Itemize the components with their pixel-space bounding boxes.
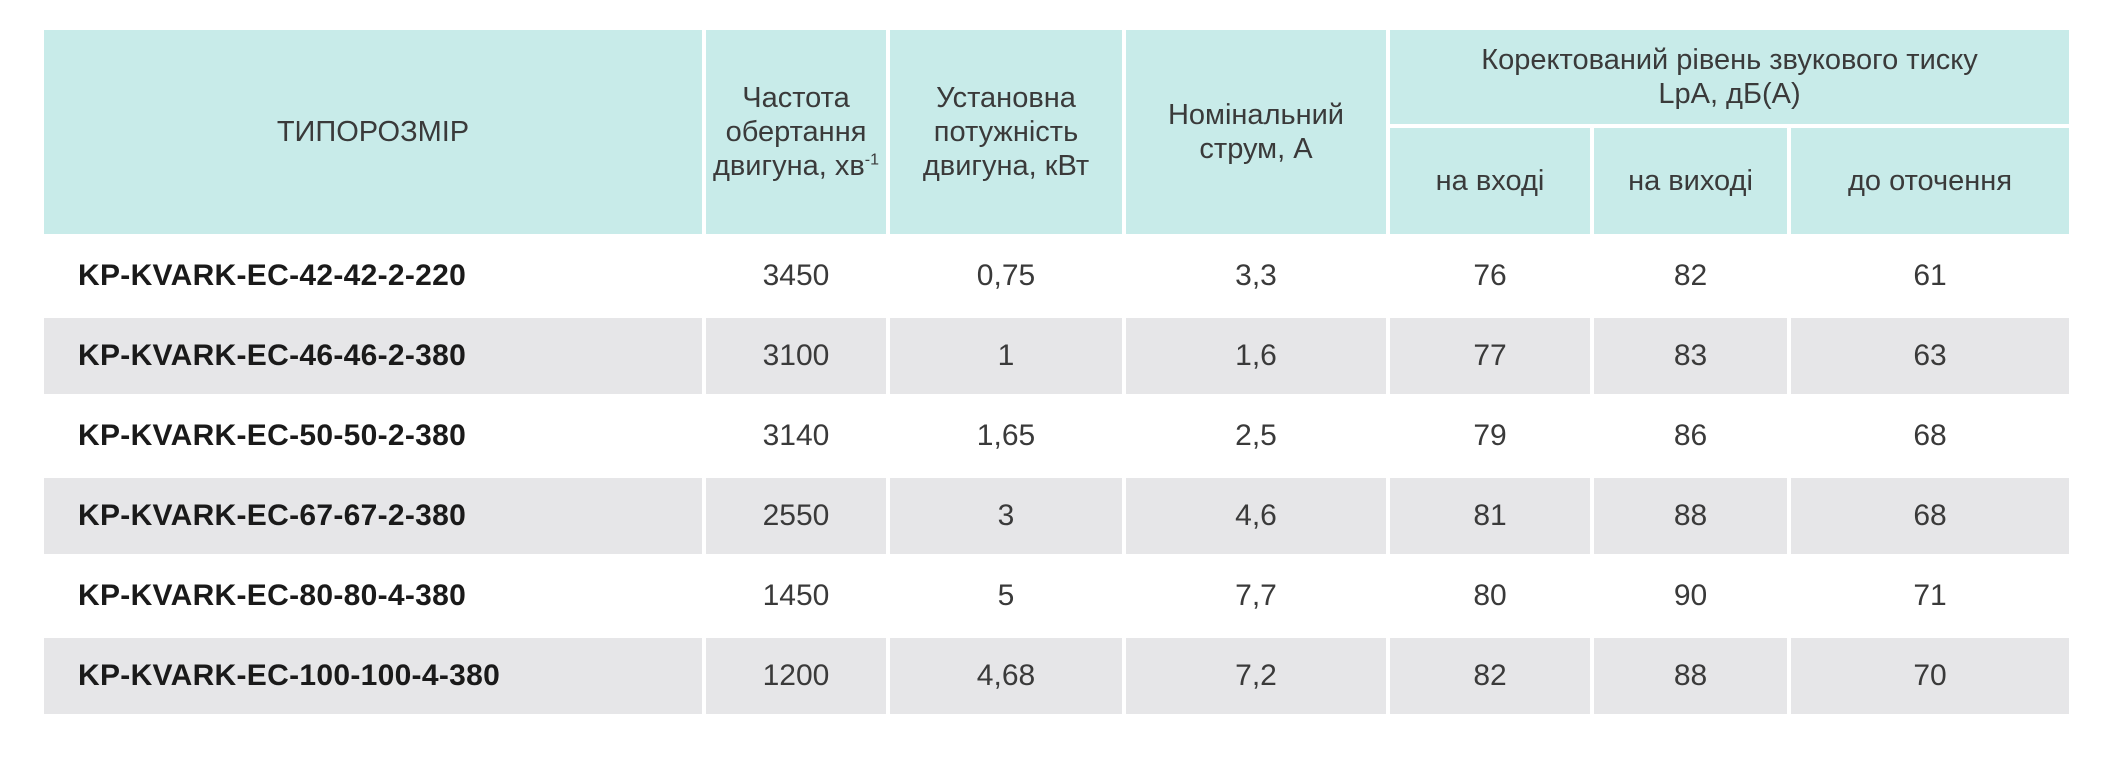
cell-current: 3,3 — [1126, 238, 1386, 314]
cell-outlet: 90 — [1594, 558, 1787, 634]
table-row: KP-KVARK-EC-80-80-4-380 1450 5 7,7 80 90… — [44, 558, 2070, 634]
header-sound-group: Коректований рівень звукового тиску LpA,… — [1390, 30, 2070, 124]
cell-inlet: 76 — [1390, 238, 1590, 314]
cell-inlet: 77 — [1390, 318, 1590, 394]
cell-current: 7,2 — [1126, 638, 1386, 714]
cell-current: 7,7 — [1126, 558, 1386, 634]
table-row: KP-KVARK-EC-50-50-2-380 3140 1,65 2,5 79… — [44, 398, 2070, 474]
cell-power: 4,68 — [890, 638, 1122, 714]
table-body: KP-KVARK-EC-42-42-2-220 3450 0,75 3,3 76… — [44, 238, 2070, 714]
cell-current: 2,5 — [1126, 398, 1386, 474]
header-frequency-sup: -1 — [864, 151, 879, 169]
cell-power: 3 — [890, 478, 1122, 554]
table-row: KP-KVARK-EC-42-42-2-220 3450 0,75 3,3 76… — [44, 238, 2070, 314]
table-row: KP-KVARK-EC-67-67-2-380 2550 3 4,6 81 88… — [44, 478, 2070, 554]
cell-current: 4,6 — [1126, 478, 1386, 554]
cell-frequency: 2550 — [706, 478, 886, 554]
cell-surroundings: 68 — [1791, 398, 2070, 474]
header-frequency: Частота обертання двигуна, хв-1 — [706, 30, 886, 234]
cell-outlet: 86 — [1594, 398, 1787, 474]
header-size: ТИПОРОЗМІР — [44, 30, 702, 234]
cell-model: KP-KVARK-EC-46-46-2-380 — [44, 318, 702, 394]
cell-outlet: 88 — [1594, 638, 1787, 714]
cell-surroundings: 68 — [1791, 478, 2070, 554]
cell-model: KP-KVARK-EC-50-50-2-380 — [44, 398, 702, 474]
cell-inlet: 82 — [1390, 638, 1590, 714]
header-surroundings: до оточення — [1791, 127, 2070, 234]
cell-frequency: 1450 — [706, 558, 886, 634]
cell-power: 1 — [890, 318, 1122, 394]
cell-power: 0,75 — [890, 238, 1122, 314]
cell-frequency: 3100 — [706, 318, 886, 394]
cell-surroundings: 61 — [1791, 238, 2070, 314]
cell-surroundings: 70 — [1791, 638, 2070, 714]
cell-frequency: 3140 — [706, 398, 886, 474]
header-power: Установна потужність двигуна, кВт — [890, 30, 1122, 234]
header-sound-group-line2: LpA, дБ(А) — [1658, 77, 1801, 110]
cell-outlet: 82 — [1594, 238, 1787, 314]
header-inlet: на вході — [1390, 127, 1590, 234]
table-row: KP-KVARK-EC-100-100-4-380 1200 4,68 7,2 … — [44, 638, 2070, 714]
cell-inlet: 79 — [1390, 398, 1590, 474]
cell-model: KP-KVARK-EC-67-67-2-380 — [44, 478, 702, 554]
cell-frequency: 3450 — [706, 238, 886, 314]
cell-inlet: 80 — [1390, 558, 1590, 634]
cell-outlet: 83 — [1594, 318, 1787, 394]
cell-model: KP-KVARK-EC-80-80-4-380 — [44, 558, 702, 634]
cell-model: KP-KVARK-EC-42-42-2-220 — [44, 238, 702, 314]
cell-power: 5 — [890, 558, 1122, 634]
table-header: ТИПОРОЗМІР Частота обертання двигуна, хв… — [44, 30, 2070, 234]
cell-outlet: 88 — [1594, 478, 1787, 554]
spec-table: ТИПОРОЗМІР Частота обертання двигуна, хв… — [40, 26, 2073, 718]
table-row: KP-KVARK-EC-46-46-2-380 3100 1 1,6 77 83… — [44, 318, 2070, 394]
cell-current: 1,6 — [1126, 318, 1386, 394]
header-outlet: на виході — [1594, 127, 1787, 234]
header-sound-group-line1: Коректований рівень звукового тиску — [1481, 43, 1978, 76]
cell-inlet: 81 — [1390, 478, 1590, 554]
header-frequency-label: Частота обертання двигуна, хв — [712, 82, 867, 182]
cell-surroundings: 71 — [1791, 558, 2070, 634]
cell-frequency: 1200 — [706, 638, 886, 714]
cell-model: KP-KVARK-EC-100-100-4-380 — [44, 638, 702, 714]
header-current: Номінальний струм, А — [1126, 30, 1386, 234]
cell-power: 1,65 — [890, 398, 1122, 474]
cell-surroundings: 63 — [1791, 318, 2070, 394]
